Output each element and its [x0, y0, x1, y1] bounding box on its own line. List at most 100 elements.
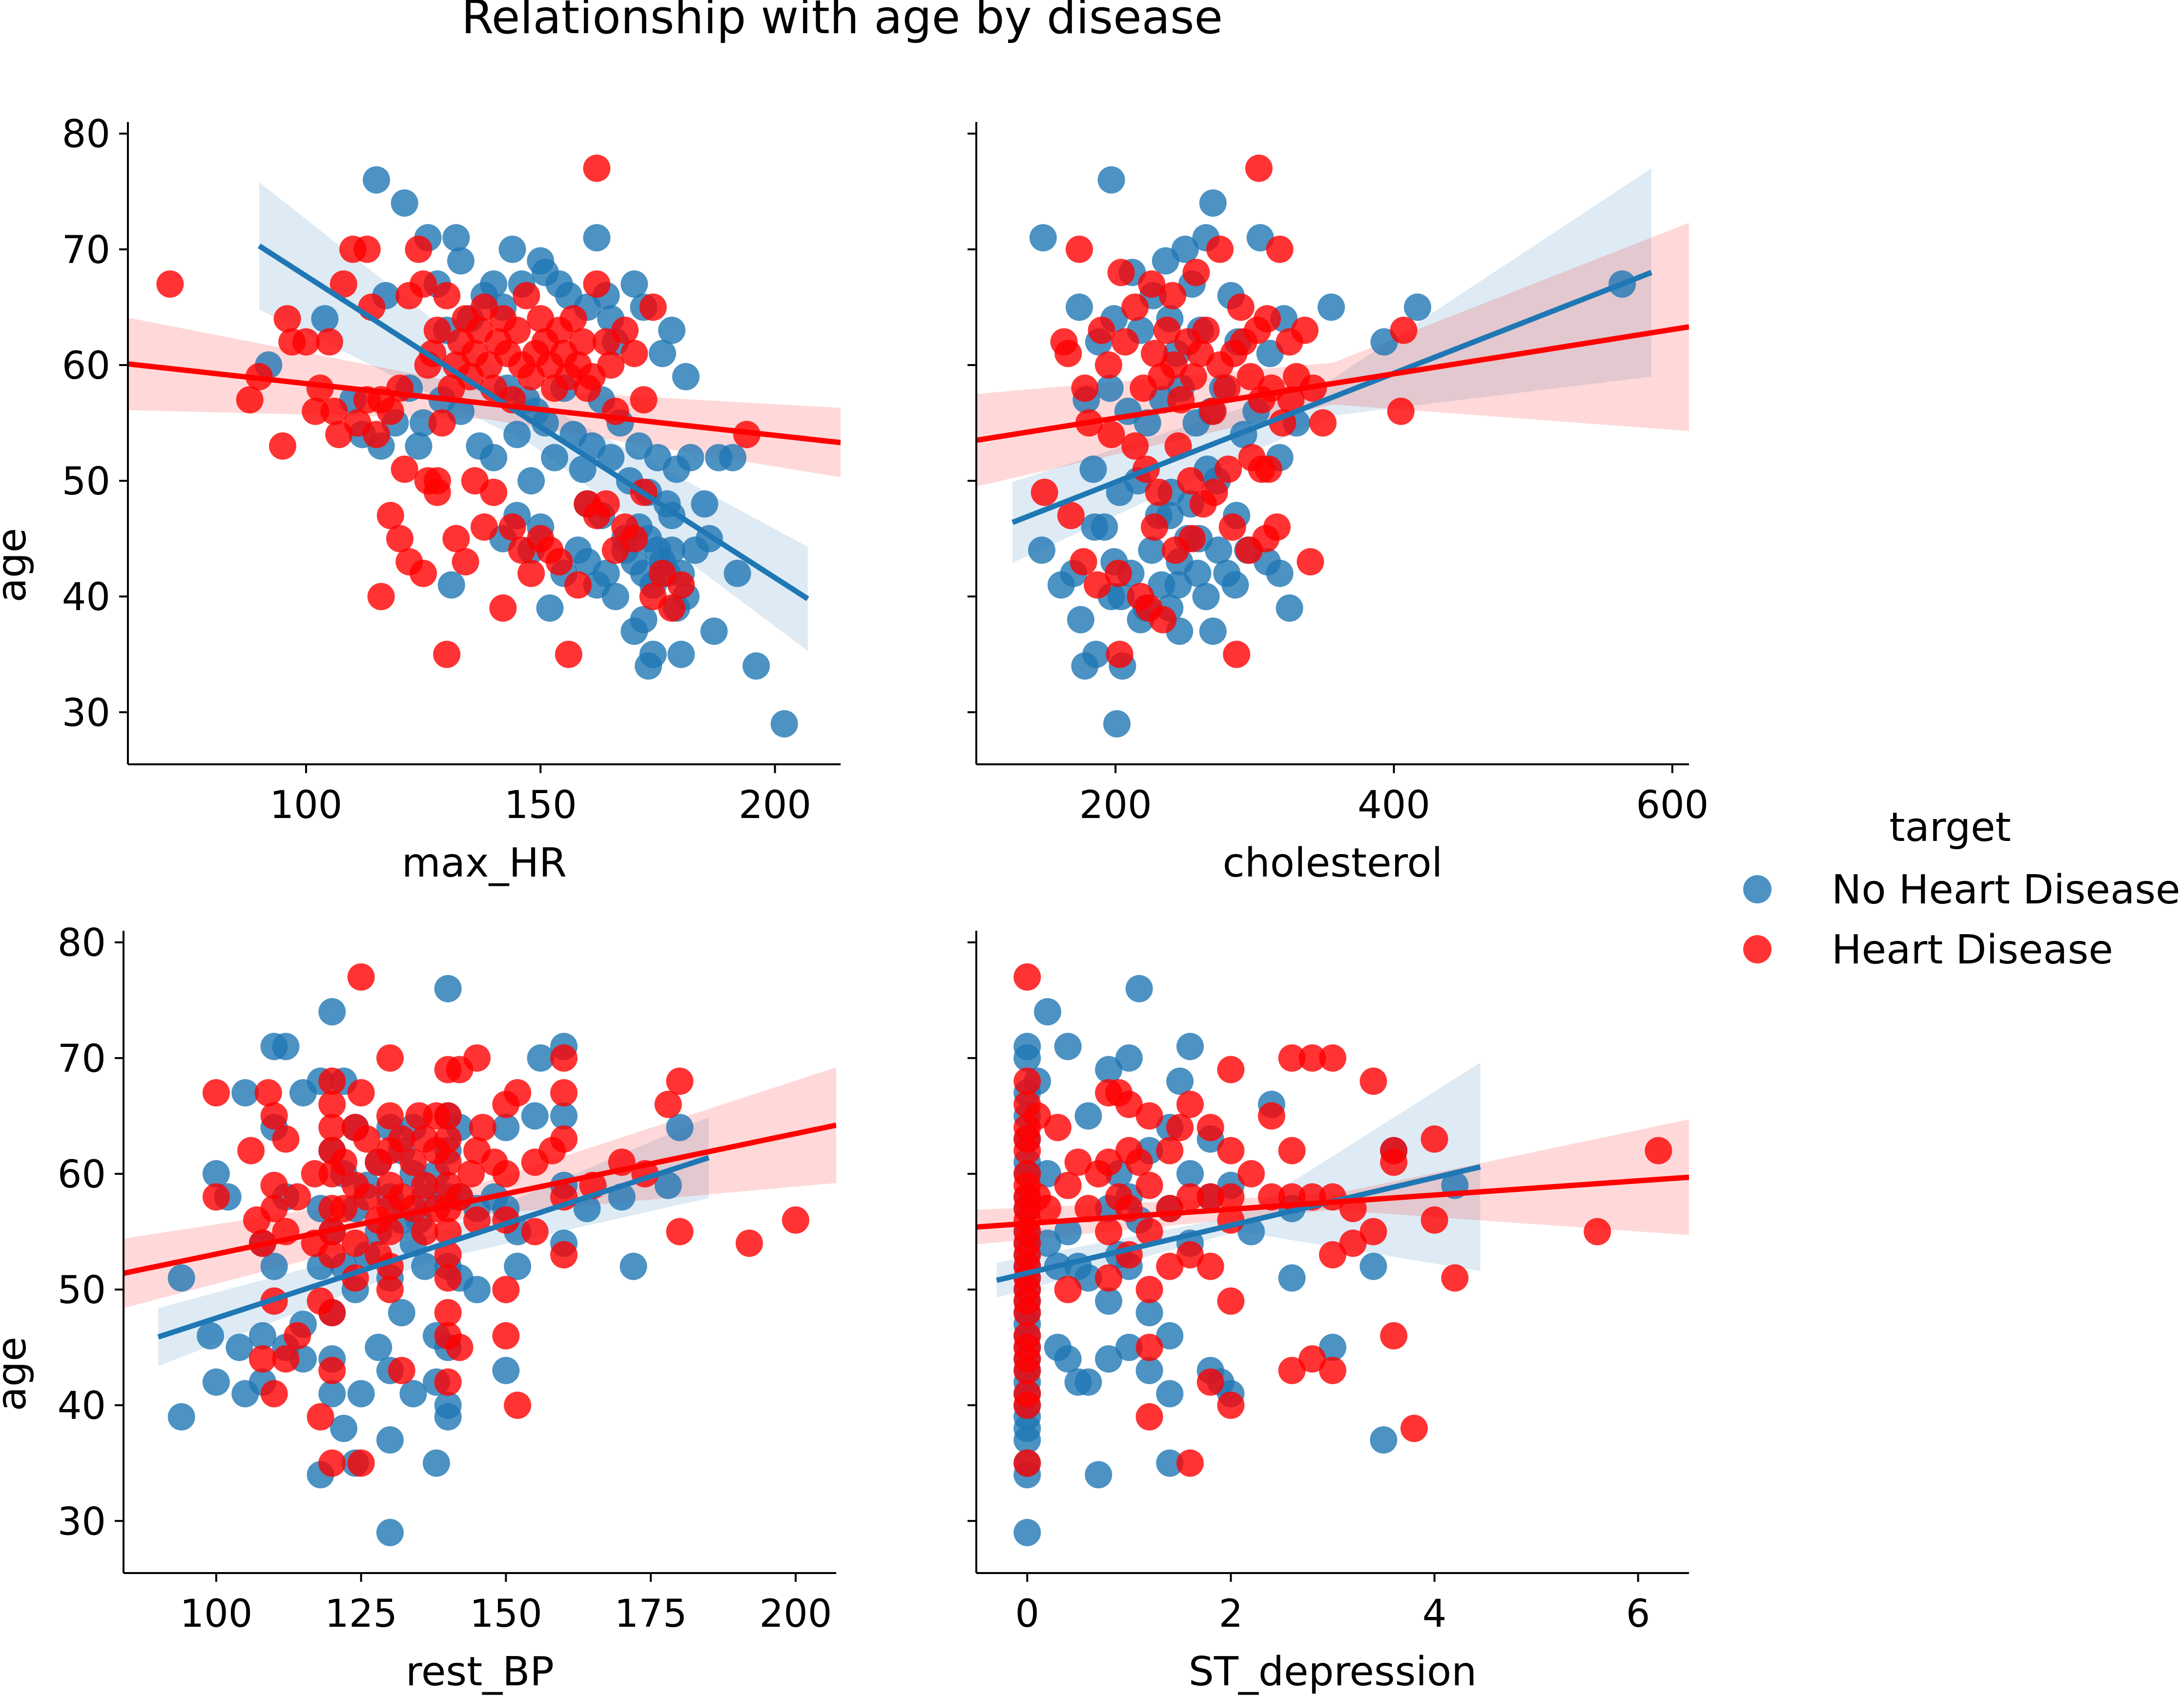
data-point: [1319, 1333, 1346, 1361]
data-point: [1095, 1056, 1123, 1084]
data-point: [411, 1171, 439, 1199]
data-point: [320, 397, 348, 425]
x-axis-label: cholesterol: [1223, 840, 1443, 886]
panel-max-hr: 100 150 200 30 40 50 60 70 80 max_HR age: [0, 113, 841, 886]
data-point: [1230, 328, 1257, 356]
data-point: [521, 1218, 549, 1246]
x-tick-label: 0: [1015, 1592, 1039, 1636]
data-point: [1318, 293, 1345, 321]
data-point: [658, 594, 686, 622]
data-point: [654, 1171, 682, 1199]
data-point: [1176, 1033, 1204, 1061]
data-point: [1013, 1299, 1041, 1327]
data-point: [423, 316, 451, 344]
data-point: [376, 1426, 404, 1454]
data-point: [1360, 1252, 1387, 1280]
data-point: [1106, 640, 1133, 668]
data-point: [1263, 513, 1291, 541]
data-point: [1360, 1067, 1387, 1095]
data-point: [1135, 1276, 1163, 1304]
data-point: [442, 525, 470, 552]
data-point: [545, 548, 573, 575]
data-point: [1034, 1195, 1061, 1223]
regression-line-heart-disease: [976, 1174, 1689, 1230]
data-point: [411, 1252, 439, 1280]
data-point: [423, 478, 451, 506]
y-tick-label: 80: [62, 113, 110, 157]
figure-title: Relationship with age by disease: [461, 0, 1223, 44]
data-point: [1176, 1449, 1204, 1477]
data-point: [1199, 617, 1227, 645]
data-point: [353, 1183, 381, 1211]
data-point: [513, 282, 540, 309]
data-point: [434, 1125, 462, 1153]
data-point: [1223, 640, 1251, 668]
x-tick-label: 200: [759, 1592, 832, 1636]
data-point: [1298, 1044, 1326, 1072]
data-point: [353, 235, 381, 263]
data-point: [1266, 559, 1294, 587]
data-point: [782, 1206, 809, 1234]
data-point: [1298, 1345, 1326, 1373]
regression-line-no-heart-disease: [257, 244, 809, 601]
data-point: [630, 386, 658, 414]
data-point: [248, 1322, 276, 1350]
data-point: [1121, 432, 1149, 460]
y-tick-label: 80: [58, 921, 106, 965]
data-point: [620, 525, 648, 552]
data-point: [237, 1137, 265, 1165]
data-point: [167, 1403, 195, 1431]
data-point: [1135, 1357, 1163, 1384]
data-point: [1115, 1090, 1143, 1118]
data-point: [1071, 374, 1099, 402]
data-point: [318, 1380, 346, 1408]
x-axis-label: ST_depression: [1189, 1649, 1477, 1695]
data-point: [1309, 409, 1337, 437]
data-point: [550, 1079, 578, 1106]
data-point: [434, 1241, 462, 1268]
data-point: [1217, 1287, 1245, 1315]
data-point: [376, 1102, 404, 1130]
x-tick-label: 600: [1636, 783, 1709, 827]
data-point: [272, 1125, 300, 1153]
data-point: [1074, 1368, 1102, 1396]
data-point: [260, 1195, 288, 1223]
data-point: [1319, 1357, 1346, 1384]
data-point: [1095, 1287, 1123, 1315]
data-point: [447, 247, 474, 275]
data-point: [1421, 1206, 1448, 1234]
data-point: [666, 1218, 694, 1246]
data-point: [1013, 1067, 1041, 1095]
data-point: [531, 409, 559, 437]
data-point: [231, 1079, 259, 1106]
data-point: [1215, 455, 1242, 483]
data-point: [341, 1229, 369, 1257]
data-point: [583, 154, 611, 182]
data-point: [442, 224, 470, 252]
data-point: [1034, 1229, 1061, 1257]
data-point: [658, 316, 686, 344]
data-point: [1013, 1357, 1041, 1384]
series-heart-disease: [1013, 963, 1672, 1477]
data-point: [434, 1102, 462, 1130]
data-point: [1149, 606, 1177, 634]
data-point: [1217, 1183, 1245, 1211]
data-point: [592, 559, 620, 587]
data-point: [1013, 1449, 1041, 1477]
data-point: [1097, 166, 1125, 194]
x-tick-label: 4: [1422, 1592, 1447, 1636]
data-point: [318, 1299, 346, 1327]
data-point: [620, 270, 648, 298]
data-point: [1138, 536, 1166, 564]
data-point: [410, 409, 437, 437]
data-point: [202, 1183, 230, 1211]
data-point: [1034, 998, 1061, 1025]
data-point: [434, 1264, 462, 1292]
x-tick-label: 150: [504, 783, 577, 827]
y-axis-label: age: [0, 1337, 35, 1412]
data-point: [236, 386, 264, 414]
data-point: [677, 444, 704, 471]
data-point: [658, 536, 686, 564]
y-tick-label: 30: [62, 691, 110, 735]
data-point: [1085, 1461, 1113, 1489]
